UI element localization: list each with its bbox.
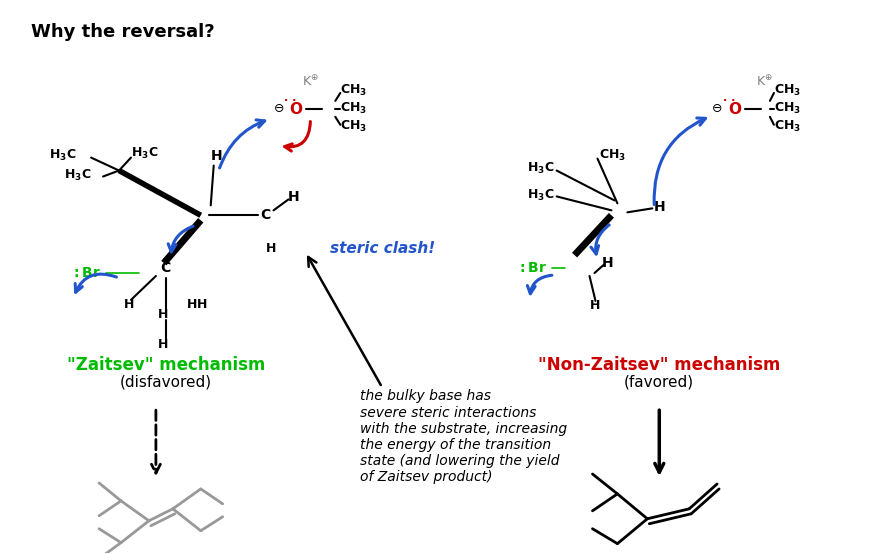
- Text: $\mathbf{C}$: $\mathbf{C}$: [260, 208, 271, 222]
- Text: K$^{\oplus}$: K$^{\oplus}$: [302, 74, 319, 89]
- Text: $\mathbf{H_3C}$: $\mathbf{H_3C}$: [49, 148, 76, 163]
- Text: $\mathbf{CH_3}$: $\mathbf{CH_3}$: [600, 148, 627, 163]
- Text: the bulky base has
severe steric interactions
with the substrate, increasing
the: the bulky base has severe steric interac…: [360, 389, 567, 484]
- Text: $\mathbf{H_3C}$: $\mathbf{H_3C}$: [131, 146, 158, 161]
- Text: · ·: · ·: [284, 96, 296, 106]
- Text: $\mathbf{H}$: $\mathbf{H}$: [589, 299, 600, 312]
- Text: $\mathbf{H}$: $\mathbf{H}$: [157, 309, 169, 321]
- Text: $\mathbf{H}$: $\mathbf{H}$: [265, 242, 276, 255]
- Text: "Zaitsev" mechanism: "Zaitsev" mechanism: [66, 356, 265, 373]
- Text: $\ominus$: $\ominus$: [273, 102, 284, 115]
- Text: Why the reversal?: Why the reversal?: [31, 23, 215, 42]
- Text: $\mathbf{H_3C}$: $\mathbf{H_3C}$: [527, 161, 555, 176]
- Text: $\mathbf{CH_3}$: $\mathbf{CH_3}$: [340, 84, 367, 99]
- Text: $\mathbf{O}$: $\mathbf{O}$: [289, 101, 303, 117]
- Text: K$^{\oplus}$: K$^{\oplus}$: [755, 74, 773, 89]
- Text: $\mathbf{CH_3}$: $\mathbf{CH_3}$: [340, 119, 367, 134]
- Text: $\mathbf{H}$: $\mathbf{H}$: [601, 256, 614, 270]
- Text: (disfavored): (disfavored): [120, 375, 212, 390]
- Text: (favored): (favored): [624, 375, 694, 390]
- Text: $\mathbf{H}$: $\mathbf{H}$: [288, 191, 300, 204]
- Text: $\mathbf{H}$: $\mathbf{H}$: [210, 148, 222, 163]
- Text: steric clash!: steric clash!: [330, 240, 435, 255]
- Text: $\mathbf{CH_3}$: $\mathbf{CH_3}$: [773, 84, 801, 99]
- Text: $\mathbf{H}$: $\mathbf{H}$: [653, 201, 665, 214]
- Text: $\mathbf{CH_3}$: $\mathbf{CH_3}$: [340, 101, 367, 116]
- Text: $\mathbf{H}$: $\mathbf{H}$: [157, 338, 169, 351]
- Text: $\mathbf{C}$: $\mathbf{C}$: [160, 261, 171, 275]
- Text: $\mathbf{H_3C}$: $\mathbf{H_3C}$: [64, 168, 91, 183]
- Text: $\ominus$: $\ominus$: [711, 102, 723, 115]
- Text: $\mathbf{H_3C}$: $\mathbf{H_3C}$: [527, 188, 555, 203]
- Text: $\mathbf{CH_3}$: $\mathbf{CH_3}$: [773, 119, 801, 134]
- Text: · ·: · ·: [723, 96, 735, 106]
- Text: $\mathbf{:Br}$: $\mathbf{:Br}$: [517, 261, 548, 275]
- Text: $\mathbf{O}$: $\mathbf{O}$: [728, 101, 742, 117]
- Text: $\mathbf{H}$: $\mathbf{H}$: [123, 299, 135, 311]
- Text: $\mathbf{CH_3}$: $\mathbf{CH_3}$: [773, 101, 801, 116]
- Text: "Non-Zaitsev" mechanism: "Non-Zaitsev" mechanism: [538, 356, 780, 373]
- Text: $\mathbf{:Br}$: $\mathbf{:Br}$: [71, 266, 101, 280]
- Text: $\mathbf{HH}$: $\mathbf{HH}$: [186, 299, 207, 311]
